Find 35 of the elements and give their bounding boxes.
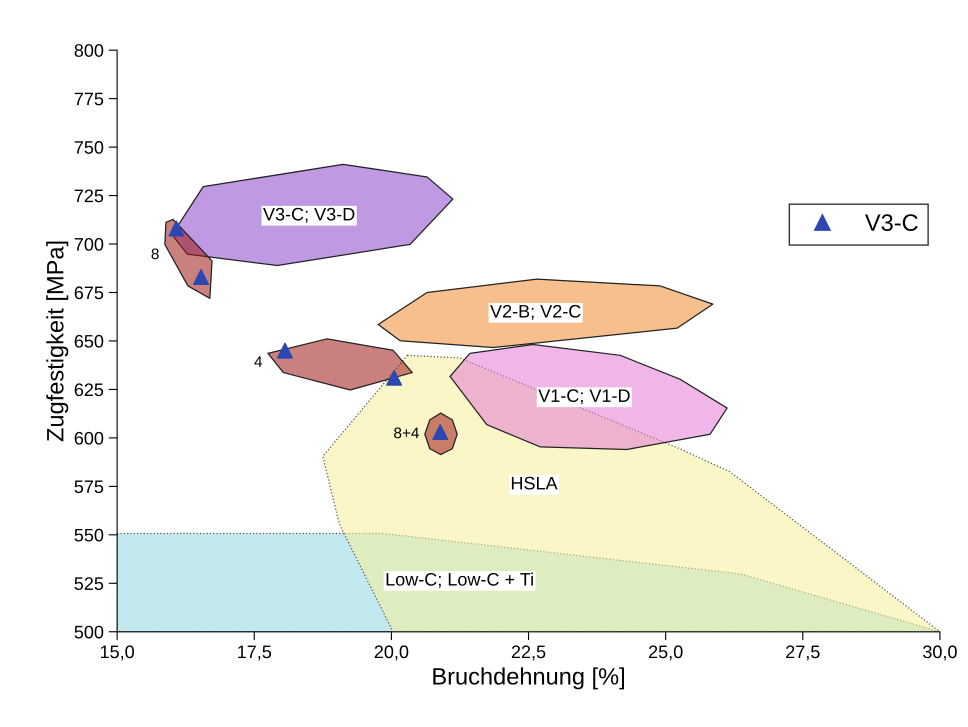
- y-tick-label: 575: [74, 480, 104, 494]
- y-tick-label: 600: [74, 432, 104, 445]
- x-tick-label: 15,0: [100, 645, 134, 660]
- y-tick-label: 550: [74, 528, 104, 542]
- y-tick-label: 625: [74, 383, 104, 396]
- point: [193, 269, 210, 285]
- point: [386, 370, 402, 386]
- series-label: V3-C; V3-D: [263, 208, 354, 223]
- y-tick-label: 775: [74, 92, 104, 106]
- series-label: 8: [152, 248, 159, 260]
- y-tick-label: 675: [74, 286, 104, 300]
- x-tick-label: 17,5: [238, 646, 272, 660]
- y-tick-label: 750: [74, 141, 104, 154]
- series-label: V2-B; V2-C: [490, 304, 581, 320]
- x-tick-label: 20,0: [374, 645, 408, 660]
- y-tick-label: 650: [74, 334, 104, 348]
- y-tick-label: 700: [74, 238, 104, 251]
- x-tick-label: 27,5: [786, 645, 820, 660]
- series-label: 4: [254, 356, 262, 367]
- legend-label: V3-C: [864, 214, 918, 231]
- y-axis-title: Zugfestigkeit [MPa]: [46, 242, 68, 442]
- y-tick-label: 800: [74, 44, 104, 57]
- series-label: Low-C; Low-C + Ti: [386, 572, 533, 588]
- x-tick-label: 30,0: [923, 645, 957, 660]
- series-label: 8+4: [394, 427, 419, 438]
- series-label: HSLA: [512, 476, 558, 490]
- x-tick-label: 22,5: [512, 645, 546, 660]
- y-tick-label: 725: [74, 189, 104, 202]
- x-axis-title: Bruchdehnung [%]: [433, 667, 624, 690]
- y-tick-label: 500: [74, 626, 104, 638]
- y-tick-label: 525: [74, 577, 104, 590]
- series-label: V1-C; V1-D: [538, 389, 630, 404]
- point: [168, 220, 184, 236]
- x-tick-label: 25,0: [649, 645, 683, 660]
- point: [277, 342, 293, 359]
